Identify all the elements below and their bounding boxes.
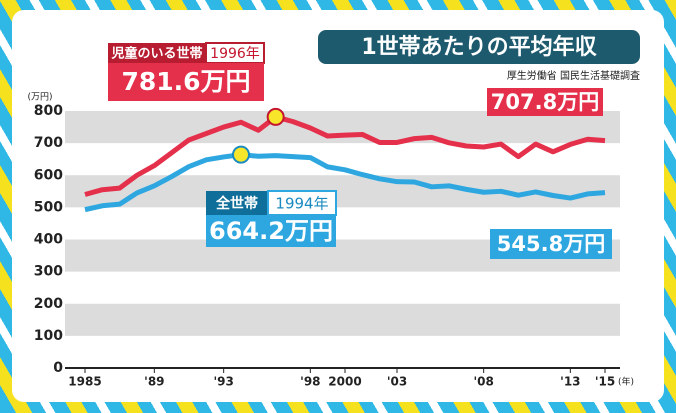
legend-label: 児童のいる世帯 <box>110 46 202 62</box>
legend-label: 全世帯 <box>215 195 258 212</box>
x-tick-label: '15 <box>595 375 615 389</box>
year-box <box>268 191 336 215</box>
y-tick-label: 600 <box>34 167 63 183</box>
grid-band <box>65 303 620 336</box>
chart-title: 1世帯あたりの平均年収 <box>361 34 597 60</box>
x-tick-label: '03 <box>387 375 407 389</box>
value-label: 664.2万円 <box>209 217 333 245</box>
title-box <box>318 30 640 64</box>
y-tick-label: 200 <box>34 296 63 312</box>
x-tick-label: 1985 <box>68 375 101 389</box>
annotation: 1994年 <box>275 195 328 213</box>
value-label: 707.8万円 <box>491 90 599 114</box>
value-box <box>206 215 336 247</box>
grid-band <box>65 111 620 144</box>
value-box <box>487 88 603 116</box>
x-tick-label: '98 <box>300 375 320 389</box>
y-tick-label: 800 <box>34 103 63 119</box>
highlight-point <box>266 107 285 126</box>
source: 厚生労働省 国民生活基礎調査 <box>507 69 640 82</box>
y-unit: (万円) <box>27 92 52 103</box>
year-box <box>206 43 264 63</box>
annotation: 1996年 <box>210 46 260 62</box>
line <box>84 114 606 197</box>
y-tick-label: 700 <box>34 135 63 151</box>
value-label: 781.6万円 <box>121 67 250 96</box>
line <box>84 152 606 213</box>
x-tick-label: '13 <box>560 375 580 389</box>
x-unit: (年) <box>618 376 634 388</box>
y-tick-label: 100 <box>34 328 63 344</box>
value-box <box>490 229 612 259</box>
y-tick-label: 400 <box>34 232 63 248</box>
x-tick-label: '08 <box>473 375 493 389</box>
name-box <box>206 191 268 215</box>
value-box <box>108 63 264 101</box>
value-label: 545.8万円 <box>497 232 605 256</box>
x-tick-label: '93 <box>213 375 233 389</box>
y-tick-label: 500 <box>34 199 63 215</box>
x-tick-label: 2000 <box>328 375 361 389</box>
name-box <box>108 43 206 63</box>
y-tick-label: 0 <box>53 360 63 376</box>
x-tick-label: '89 <box>144 375 164 389</box>
highlight-point <box>232 145 250 164</box>
y-tick-label: 300 <box>34 264 63 280</box>
